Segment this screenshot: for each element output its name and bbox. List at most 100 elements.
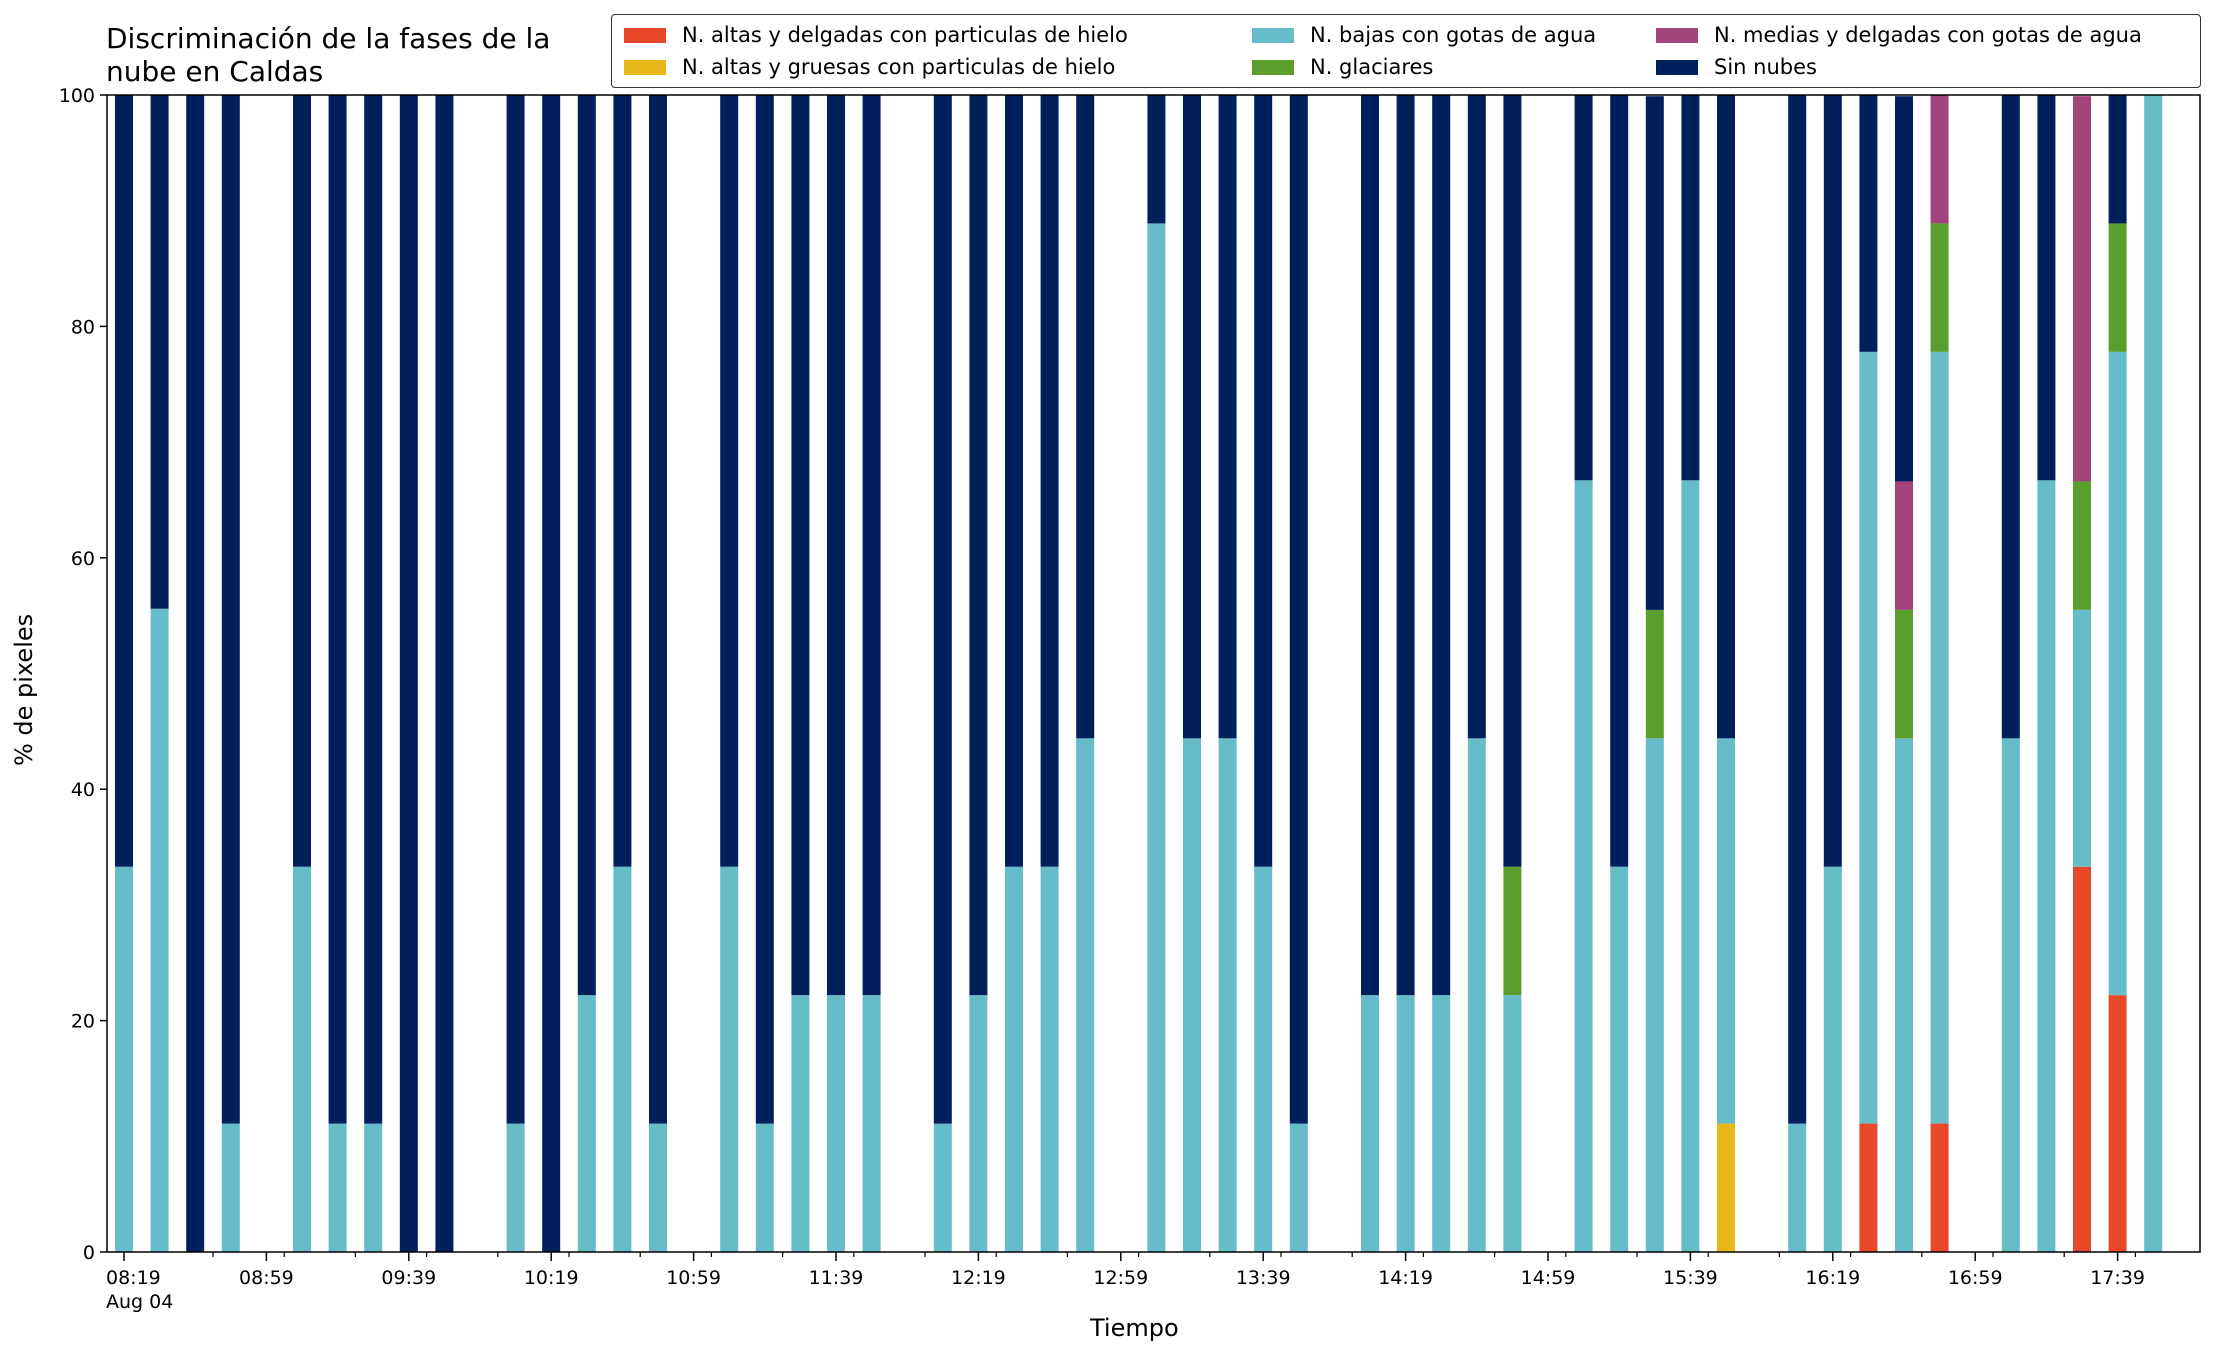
bar-segment: [1859, 351, 1878, 1124]
bar-segment: [1503, 866, 1522, 996]
y-tick-label: 60: [71, 548, 95, 570]
legend-swatch: [1656, 27, 1698, 43]
x-tick-label: 16:19: [1805, 1267, 1860, 1289]
legend-label: N. altas y delgadas con particulas de hi…: [682, 23, 1128, 47]
x-tick-label-line: 08:59: [239, 1267, 294, 1289]
bar-segment: [791, 995, 810, 1252]
bar-segment: [791, 95, 810, 996]
bar-segment: [1040, 95, 1059, 867]
y-tick-label: 100: [59, 85, 95, 107]
bar-segment: [1895, 609, 1913, 739]
bar-segment: [2108, 95, 2127, 224]
bar-segment: [1930, 351, 1949, 1124]
bar-segment: [293, 95, 311, 867]
bar-segment: [613, 95, 632, 867]
bar-segment: [1076, 738, 1095, 1252]
y-tick-label: 40: [71, 779, 95, 801]
bar-segment: [1930, 95, 1949, 224]
bar-segment: [1823, 95, 1842, 867]
bar-segment: [2073, 96, 2091, 482]
bar-segment: [150, 608, 169, 1252]
bar-segment: [1183, 738, 1201, 1252]
bar-segment: [328, 95, 347, 1124]
bar-segment: [933, 95, 952, 1124]
legend-swatch: [624, 59, 666, 75]
bar-segment: [2001, 95, 2020, 739]
x-tick-label: 11:39: [809, 1267, 864, 1289]
bar-segment: [2108, 223, 2127, 352]
bar-segment: [293, 866, 311, 1252]
bar-segment: [1930, 223, 1949, 352]
bar-segment: [1005, 866, 1023, 1252]
legend-item: Sin nubes: [1656, 51, 1817, 83]
bar-segment: [1218, 95, 1237, 739]
bar-segment: [328, 1123, 347, 1252]
x-tick-label: 14:19: [1378, 1267, 1433, 1289]
x-tick-label-line: 08:19: [106, 1267, 161, 1289]
legend-label: N. bajas con gotas de agua: [1310, 23, 1597, 47]
y-tick-label: 20: [71, 1011, 95, 1033]
bar-segment: [1361, 995, 1379, 1252]
bar-segment: [755, 95, 774, 1124]
bar-segment: [1432, 995, 1451, 1252]
bar-segment: [649, 1123, 667, 1252]
bar-segment: [1361, 95, 1379, 996]
bar-segment: [2144, 95, 2163, 1252]
bar-segment: [1218, 738, 1237, 1252]
legend-label: Sin nubes: [1714, 55, 1817, 79]
bar-segment: [2108, 995, 2127, 1252]
x-tick-label: 08:59: [239, 1267, 294, 1289]
y-axis-label: % de pixeles: [10, 613, 38, 766]
bar-segment: [115, 866, 133, 1252]
bar-segment: [1289, 1123, 1308, 1252]
bar-segment: [1859, 95, 1878, 352]
x-tick-label: 16:59: [1948, 1267, 2003, 1289]
bar-segment: [1895, 96, 1913, 482]
bar-segment: [1396, 95, 1415, 996]
bar-segment: [1681, 95, 1700, 481]
bar-segment: [1432, 95, 1451, 996]
x-tick-label: 10:19: [524, 1267, 579, 1289]
bar-segment: [1717, 738, 1735, 1124]
x-tick-label-line: 12:59: [1093, 1267, 1148, 1289]
bar-segment: [364, 1123, 383, 1252]
legend-item: N. bajas con gotas de agua: [1252, 19, 1596, 51]
bar-segment: [933, 1123, 952, 1252]
bar-segment: [720, 95, 739, 867]
bar-segment: [1040, 866, 1059, 1252]
x-tick-label-line: 11:39: [809, 1267, 864, 1289]
legend-swatch: [1252, 59, 1294, 75]
bar-segment: [1681, 480, 1700, 1252]
x-tick-label-line: 09:39: [381, 1267, 436, 1289]
bar-segment: [150, 95, 169, 609]
legend-swatch: [1656, 59, 1698, 75]
bar-segment: [2108, 351, 2127, 996]
y-tick-label: 80: [71, 316, 95, 338]
bar-segment: [1645, 96, 1664, 610]
bar-segment: [1717, 95, 1735, 739]
bar-segment: [1859, 1123, 1878, 1252]
bar-segment: [1005, 95, 1023, 867]
legend-swatch: [1252, 27, 1294, 43]
bar-segment: [1788, 95, 1807, 1124]
bar-segment: [364, 95, 383, 1124]
bar-segment: [1610, 95, 1629, 867]
x-tick-label-line: 16:19: [1805, 1267, 1860, 1289]
x-tick-label-line: 17:39: [2090, 1267, 2145, 1289]
x-axis-label: Tiempo: [1090, 1314, 1179, 1342]
bar-segment: [969, 95, 988, 996]
bar-segment: [1183, 95, 1201, 739]
bar-segment: [506, 95, 525, 1124]
bar-segment: [1574, 95, 1593, 481]
bar-segment: [1503, 95, 1522, 867]
x-tick-label: 09:39: [381, 1267, 436, 1289]
bar-segment: [613, 866, 632, 1252]
bar-segment: [1823, 866, 1842, 1252]
legend-item: N. altas y gruesas con particulas de hie…: [624, 51, 1115, 83]
bar-segment: [1076, 95, 1095, 739]
bar-segment: [1147, 95, 1166, 224]
legend-label: N. altas y gruesas con particulas de hie…: [682, 55, 1116, 79]
bar-segment: [577, 995, 596, 1252]
bar-segment: [435, 95, 454, 1252]
bar-segment: [827, 995, 845, 1252]
